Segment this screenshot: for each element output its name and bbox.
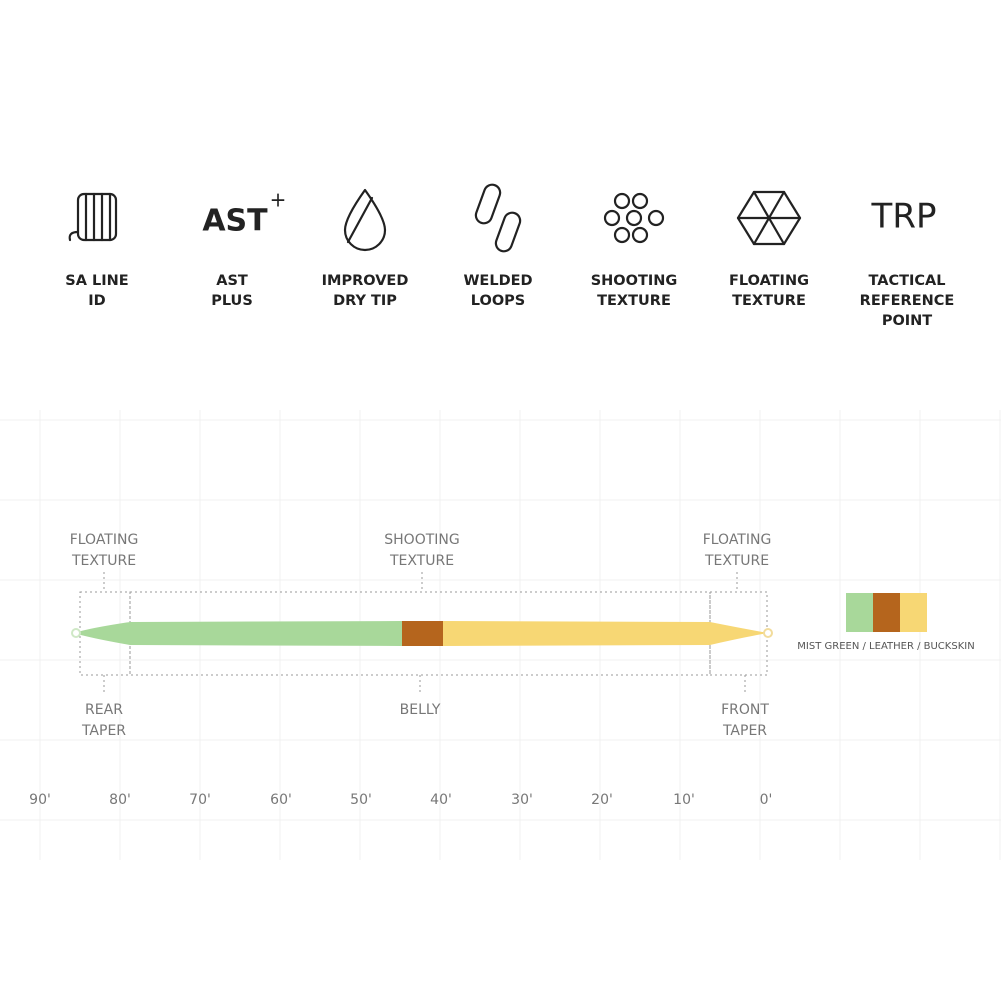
icon-sa-line-id xyxy=(68,192,118,242)
section-label: BELLY xyxy=(400,702,441,718)
feature-label: SHOOTING xyxy=(591,273,678,289)
section-label: FLOATING xyxy=(703,532,772,548)
feature-label: IMPROVED xyxy=(322,273,409,289)
feature-label: POINT xyxy=(882,313,932,329)
scale-label: 70' xyxy=(189,792,211,808)
color-swatch xyxy=(846,593,873,632)
section-label: FLOATING xyxy=(70,532,139,548)
feature-label: AST xyxy=(216,273,248,289)
scale-label: 60' xyxy=(270,792,292,808)
loop xyxy=(763,628,773,638)
section-label: TEXTURE xyxy=(389,553,454,569)
feature-label: FLOATING xyxy=(729,273,809,289)
icon-dry-tip xyxy=(343,188,387,252)
line-green xyxy=(74,621,402,646)
background-grid xyxy=(0,410,1001,860)
section-label: TAPER xyxy=(722,723,767,739)
icon-floating-texture xyxy=(736,190,802,246)
line-yellow xyxy=(443,621,768,646)
color-swatch xyxy=(900,593,927,632)
scale-label: 10' xyxy=(673,792,695,808)
icon-text: AST xyxy=(202,204,268,239)
icon-welded-loops xyxy=(474,183,522,253)
feature-label: DRY TIP xyxy=(333,293,397,309)
feature-label: WELDED xyxy=(463,273,532,289)
section-label: FRONT xyxy=(721,702,769,718)
section-label: REAR xyxy=(85,702,123,718)
scale-label: 30' xyxy=(511,792,533,808)
feature-label: REFERENCE xyxy=(860,293,955,309)
scale-label: 50' xyxy=(350,792,372,808)
loop xyxy=(71,628,81,638)
line-leather xyxy=(402,621,443,646)
feature-label: PLUS xyxy=(211,293,253,309)
feature-label: TEXTURE xyxy=(597,293,671,309)
scale-label: 90' xyxy=(29,792,51,808)
section-label: TEXTURE xyxy=(71,553,136,569)
scale-label: 20' xyxy=(591,792,613,808)
icon-text: TRP xyxy=(871,197,937,237)
icon-shooting-texture xyxy=(603,192,665,244)
color-swatch xyxy=(873,593,900,632)
section-label: SHOOTING xyxy=(384,532,459,548)
feature-label: ID xyxy=(88,293,105,309)
color-label: MIST GREEN / LEATHER / BUCKSKIN xyxy=(797,641,974,652)
fly-line xyxy=(71,621,773,646)
feature-label: LOOPS xyxy=(471,293,525,309)
scale-label: 0' xyxy=(760,792,773,808)
feature-label: TACTICAL xyxy=(868,273,945,289)
scale-label: 80' xyxy=(109,792,131,808)
section-label: TEXTURE xyxy=(704,553,769,569)
section-label: TAPER xyxy=(81,723,126,739)
feature-label: SA LINE xyxy=(65,273,128,289)
feature-label: TEXTURE xyxy=(732,293,806,309)
scale-label: 40' xyxy=(430,792,452,808)
icon-sup: + xyxy=(270,188,287,212)
